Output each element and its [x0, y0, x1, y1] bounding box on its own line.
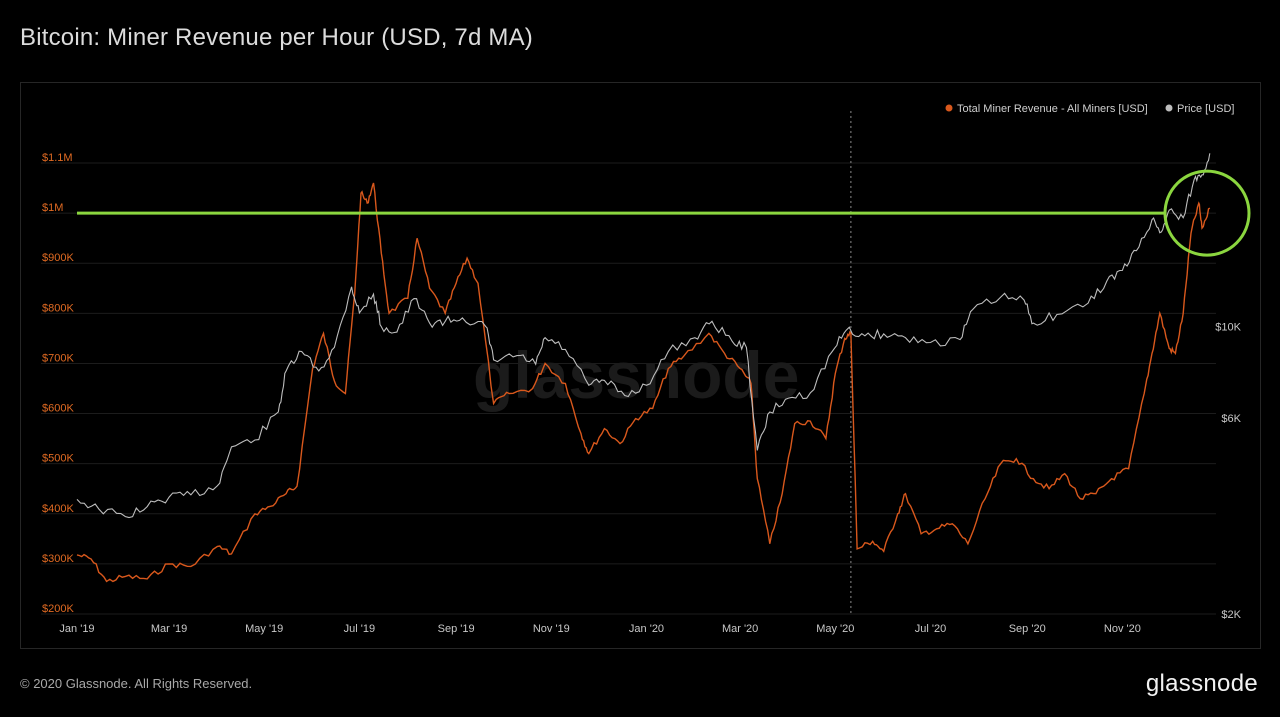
y-tick-left: $300K	[42, 553, 74, 565]
x-tick: May '20	[816, 623, 854, 635]
y-tick-right: $2K	[1221, 609, 1241, 621]
series-layer	[76, 153, 1211, 583]
brand-logo: glassnode	[1145, 670, 1258, 697]
x-tick: Jul '19	[344, 623, 375, 635]
x-tick: Mar '19	[151, 623, 187, 635]
x-tick: Sep '19	[438, 623, 475, 635]
page-title: Bitcoin: Miner Revenue per Hour (USD, 7d…	[20, 24, 533, 51]
x-tick: Nov '19	[533, 623, 570, 635]
y-tick-left: $900K	[42, 252, 74, 264]
x-tick: Jan '19	[59, 623, 94, 635]
y-tick-left: $500K	[42, 453, 74, 465]
x-axis: Jan '19 Mar '19 May '19 Jul '19 Sep '19 Nov '…	[59, 623, 1140, 635]
copyright-footer: © 2020 Glassnode. All Rights Reserved.	[20, 676, 253, 691]
x-tick: Nov '20	[1104, 623, 1141, 635]
chart-svg: glassnode $200K $300K $400K $500K $600K $700K…	[41, 103, 1251, 635]
x-tick: Sep '20	[1009, 623, 1046, 635]
legend-item-revenue-swatch	[945, 104, 953, 112]
series-line-revenue	[76, 182, 1211, 583]
watermark: glassnode	[473, 338, 799, 412]
series-line-price	[76, 153, 1211, 519]
x-tick: May '19	[245, 623, 283, 635]
y-tick-right: $10K	[1215, 322, 1241, 334]
y-tick-left: $800K	[42, 302, 74, 314]
y-tick-left: $200K	[42, 603, 74, 615]
x-tick: Jan '20	[629, 623, 664, 635]
highlight-circle	[1163, 169, 1251, 257]
y-tick-left: $600K	[42, 403, 74, 415]
y-tick-left: $1M	[42, 202, 63, 214]
y-tick-left: $1.1M	[42, 152, 73, 164]
legend-item-revenue: Total Miner Revenue - All Miners [USD]	[957, 103, 1148, 115]
x-tick: Mar '20	[722, 623, 758, 635]
y-tick-left: $400K	[42, 503, 74, 515]
legend: Total Miner Revenue - All Miners [USD] Pr…	[945, 103, 1234, 115]
x-tick: Jul '20	[915, 623, 946, 635]
y-axis-right: $2K $6K $10K	[1215, 322, 1241, 621]
legend-item-price: Price [USD]	[1177, 103, 1234, 115]
legend-item-price-swatch	[1165, 104, 1173, 112]
y-tick-right: $6K	[1221, 413, 1241, 425]
y-tick-left: $700K	[42, 352, 74, 364]
chart-panel: glassnode $200K $300K $400K $500K $600K $700K…	[20, 82, 1261, 649]
y-axis-left: $200K $300K $400K $500K $600K $700K $800K $900K…	[42, 152, 74, 615]
